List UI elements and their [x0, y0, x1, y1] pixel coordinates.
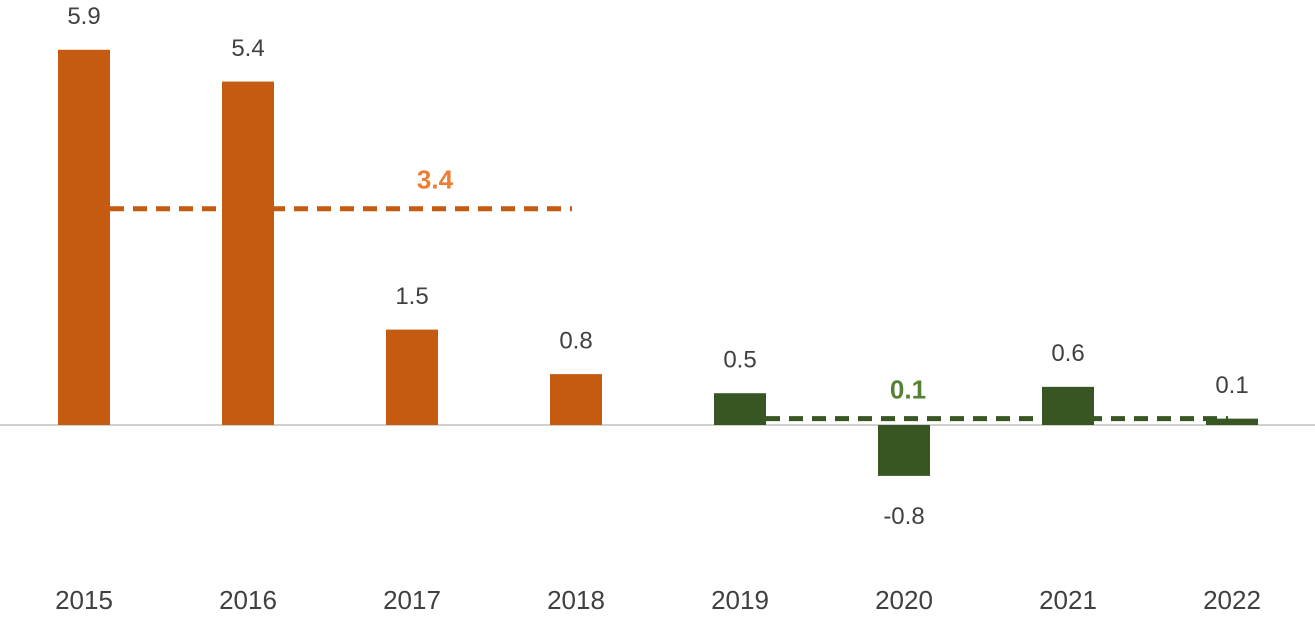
- data-label: 0.5: [723, 347, 756, 374]
- x-tick-label: 2021: [1039, 585, 1097, 615]
- x-tick-label: 2018: [547, 585, 605, 615]
- bar: [222, 81, 274, 425]
- x-tick-label: 2022: [1203, 585, 1261, 615]
- bar: [1206, 418, 1258, 425]
- data-label: 0.6: [1051, 340, 1084, 367]
- x-tick-label: 2016: [219, 585, 277, 615]
- average-label: 3.4: [417, 165, 454, 195]
- data-label: 5.9: [67, 3, 100, 30]
- x-tick-label: 2020: [875, 585, 933, 615]
- data-label: 0.8: [559, 327, 592, 354]
- x-tick-label: 2017: [383, 585, 441, 615]
- data-label: 1.5: [395, 283, 428, 310]
- bar: [386, 329, 438, 425]
- bar: [58, 49, 110, 425]
- x-tick-label: 2015: [55, 585, 113, 615]
- bar: [878, 425, 930, 476]
- bar: [550, 374, 602, 425]
- data-label: -0.8: [883, 503, 924, 530]
- data-label: 5.4: [231, 35, 264, 62]
- data-label: 0.1: [1215, 372, 1248, 399]
- bar: [714, 393, 766, 425]
- x-tick-label: 2019: [711, 585, 769, 615]
- average-label: 0.1: [890, 375, 926, 405]
